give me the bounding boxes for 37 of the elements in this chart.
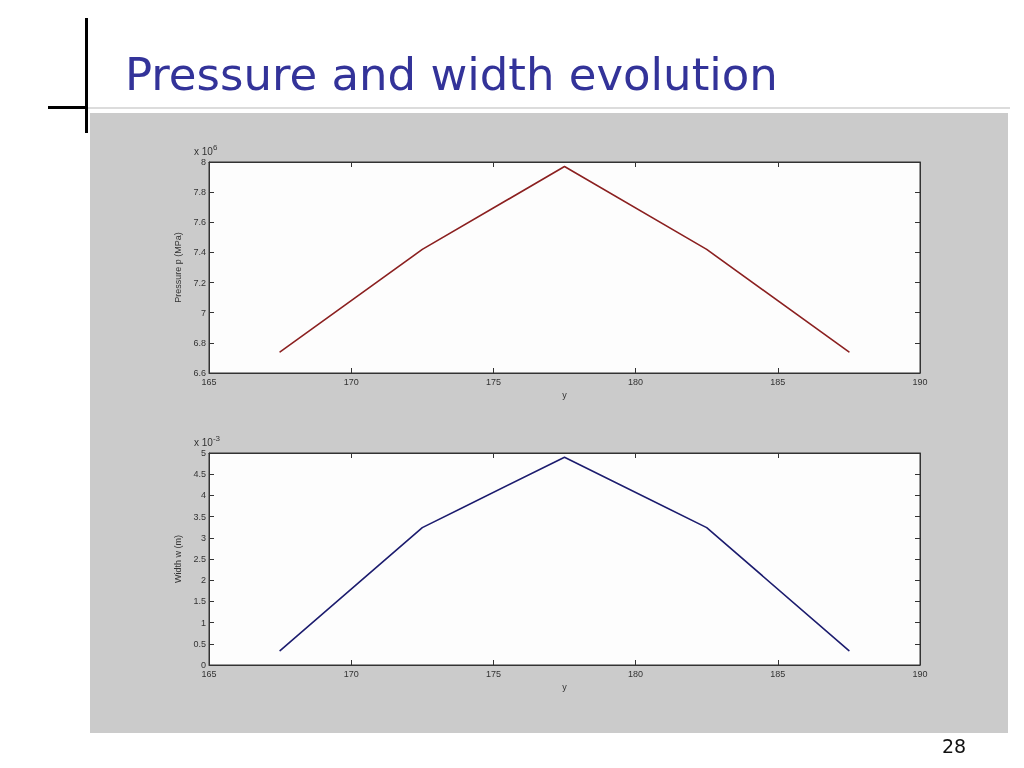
y-tick-label: 4.5 [193,469,206,480]
x-tick-label: 190 [912,376,928,387]
x-tick-label: 175 [485,668,501,679]
y-tick-label: 1 [200,617,206,628]
y-tick-label: 2 [200,575,206,586]
chart-title: Pressure and width evolution [125,48,778,101]
y-tick-label: 8 [200,157,206,167]
x-axis-title: y [562,390,568,401]
y-tick-label: 3.5 [193,511,206,522]
y-axis-title: Pressure p (MPa) [173,232,184,303]
y-tick-label: 4 [200,490,206,501]
x-tick-label: 170 [343,668,359,679]
y-tick-label: 7.2 [193,277,206,288]
x-tick-label: 185 [770,668,786,679]
y-tick-label: 2.5 [193,554,206,564]
text: 28 [942,734,967,757]
x-tick-label: 165 [201,668,217,679]
x-tick-label: 185 [770,376,786,387]
y-tick-label: 5 [200,448,206,458]
y-tick-label: 0.5 [193,638,206,649]
y-tick-label: 6.8 [193,337,206,348]
x-tick-label: 170 [343,376,359,387]
y-tick-label: 3 [200,532,206,543]
x-tick-label: 175 [485,376,501,387]
x-tick-label: 190 [912,668,928,679]
y-tick-label: 7.6 [193,217,206,228]
y-axis-title: Width w (m) [173,535,184,583]
y-tick-label: 0 [200,660,206,670]
y-tick-label: 7 [200,307,206,318]
x-tick-label: 165 [201,376,217,387]
x-axis-title: y [562,682,568,693]
x-tick-label: 180 [628,668,644,679]
y-tick-label: 1.5 [193,596,206,607]
x-tick-label: 180 [628,376,644,387]
y-tick-label: 6.6 [193,368,206,378]
y-tick-label: 7.4 [193,247,206,258]
y-tick-label: 7.8 [193,187,206,198]
